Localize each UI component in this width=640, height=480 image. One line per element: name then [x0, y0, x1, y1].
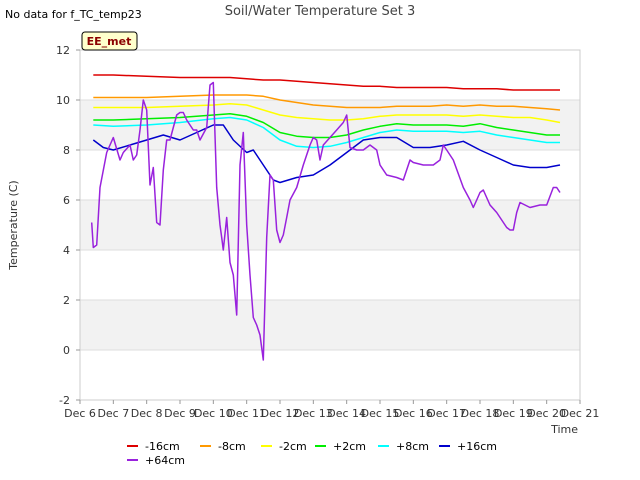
x-tick-label: Dec 14 — [327, 407, 366, 420]
series-line-2cmcm — [93, 103, 561, 124]
series-line-8cmcm — [93, 116, 560, 149]
y-tick-label: -2 — [59, 394, 70, 407]
x-tick-label: Dec 8 — [131, 407, 163, 420]
legend-label: -8cm — [218, 440, 246, 453]
badge-label: EE_met — [87, 35, 132, 48]
legend-label: +2cm — [333, 440, 366, 453]
shaded-band-2 — [80, 100, 580, 150]
x-axis-label: Time — [550, 423, 578, 436]
plot-frame — [79, 49, 581, 401]
shaded-bands — [80, 100, 580, 350]
series-line-64cmcm — [90, 81, 561, 361]
series-line-16cmcm — [92, 124, 561, 184]
x-tick-label: Dec 13 — [294, 407, 333, 420]
shaded-band-1 — [80, 200, 580, 250]
y-tick-label: 10 — [56, 94, 70, 107]
legend: -16cm -8cm -2cm +2cm +8cm +16cm +64cm — [127, 440, 497, 467]
y-tick-label: 12 — [56, 44, 70, 57]
legend-label: +16cm — [457, 440, 497, 453]
shaded-band-0 — [80, 300, 580, 350]
no-data-note: No data for f_TC_temp23 — [5, 8, 142, 21]
ee-met-badge: EE_met — [81, 31, 138, 51]
legend-label: +64cm — [145, 454, 185, 467]
x-tick-label: Dec 12 — [261, 407, 300, 420]
legend-item: +16cm — [439, 440, 497, 453]
series-line-8cmcm — [93, 94, 561, 111]
y-tick-label: 2 — [63, 294, 70, 307]
legend-label: -16cm — [145, 440, 180, 453]
legend-item: +8cm — [378, 440, 429, 453]
series-line-2cmcm — [93, 113, 560, 139]
y-tick-label: 6 — [63, 194, 70, 207]
chart-title: Soil/Water Temperature Set 3 — [225, 4, 416, 19]
x-tick-label: Dec 17 — [427, 407, 466, 420]
legend-item: -16cm — [127, 440, 180, 453]
x-tick-label: Dec 7 — [97, 407, 129, 420]
x-tick-label: Dec 11 — [227, 407, 266, 420]
x-tick-label: Dec 15 — [361, 407, 400, 420]
plot-area — [79, 49, 581, 401]
y-tick-label: 8 — [63, 144, 70, 157]
legend-item: -2cm — [261, 440, 307, 453]
x-tick-label: Dec 6 — [64, 407, 96, 420]
x-tick-label: Dec 18 — [461, 407, 500, 420]
legend-item: +64cm — [127, 454, 185, 467]
legend-label: +8cm — [396, 440, 429, 453]
y-tick-label: 4 — [63, 244, 70, 257]
x-tick-label: Dec 20 — [527, 407, 566, 420]
y-axis-ticks: -2 0 2 4 6 8 10 12 — [56, 44, 80, 407]
x-tick-label: Dec 21 — [561, 407, 600, 420]
y-tick-label: 0 — [63, 344, 70, 357]
series-line-16cmcm — [93, 74, 560, 91]
series-lines — [90, 74, 561, 361]
x-tick-label: Dec 16 — [394, 407, 433, 420]
badge-box — [81, 31, 138, 51]
x-tick-label: Dec 9 — [164, 407, 196, 420]
legend-item: +2cm — [315, 440, 366, 453]
legend-label: -2cm — [279, 440, 307, 453]
x-tick-label: Dec 19 — [494, 407, 533, 420]
x-tick-label: Dec 10 — [194, 407, 233, 420]
y-axis-label: Temperature (C) — [7, 180, 20, 270]
legend-item: -8cm — [200, 440, 246, 453]
